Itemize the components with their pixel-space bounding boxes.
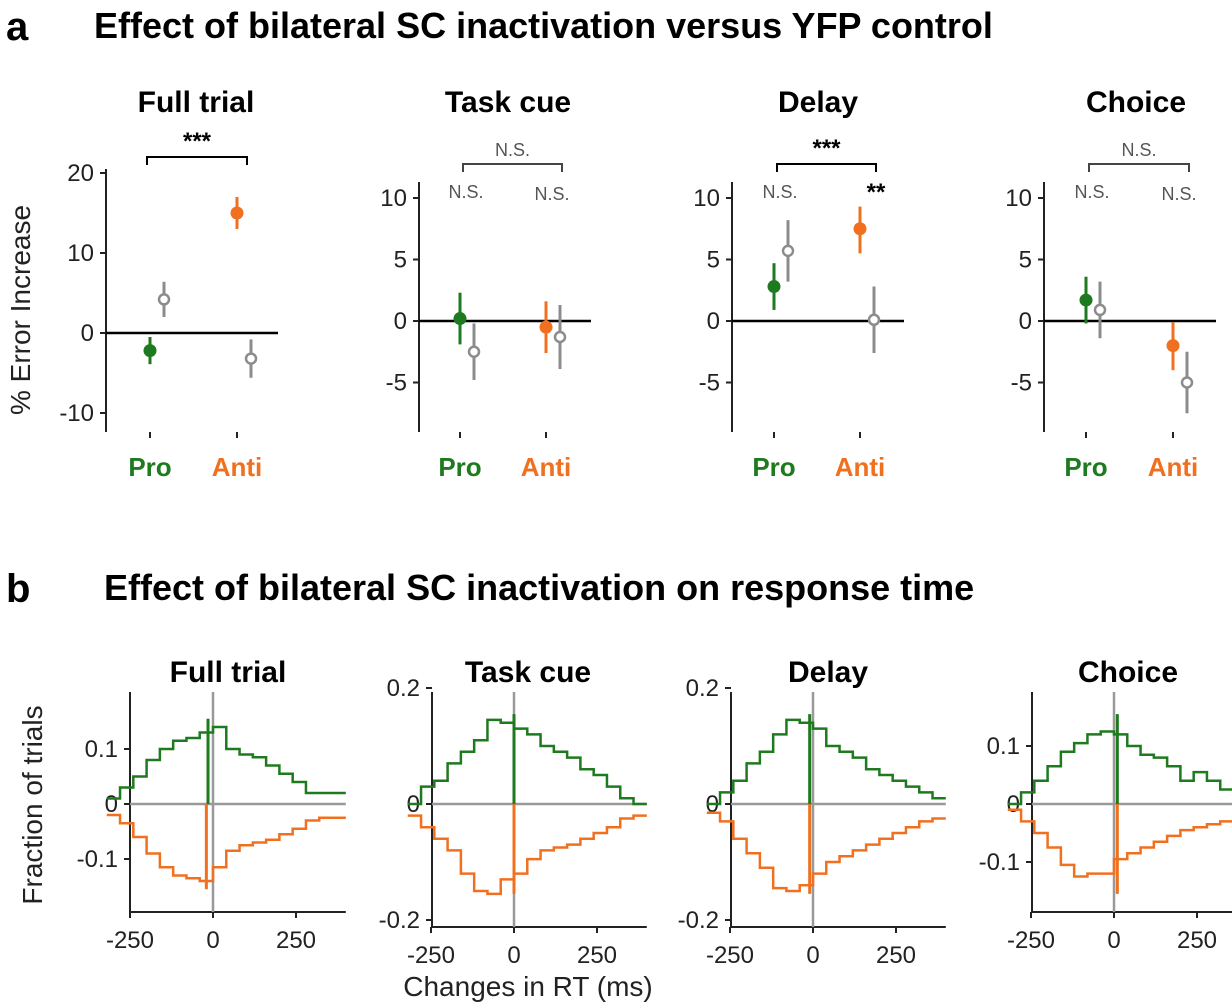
point-control — [1180, 376, 1194, 389]
point-control — [553, 330, 567, 344]
x-tick-label: 0 — [507, 942, 520, 969]
x-tick-label: 0 — [1107, 927, 1120, 954]
x-tick-label: -250 — [407, 942, 455, 969]
panel-b-letter: b — [6, 567, 30, 611]
point-inactivation — [767, 280, 781, 294]
histogram-anti — [1007, 808, 1232, 878]
category-label-pro: Pro — [1064, 452, 1107, 482]
histogram-anti — [106, 813, 346, 883]
significance-label: N.S. — [495, 140, 530, 160]
point-inactivation — [453, 312, 467, 326]
point-inactivation — [1079, 293, 1093, 307]
panels: Full trial 20 10 0 -10 Pro Anti % Error Increas… — [5, 86, 1232, 1002]
hist-title-full-trial: Full trial — [170, 656, 287, 689]
x-tick-label: 250 — [276, 927, 316, 954]
y-tick-label: 0.1 — [85, 736, 118, 763]
y-tick-label: -10 — [59, 400, 94, 427]
y-tick-label: 20 — [67, 160, 94, 187]
histogram-pro — [706, 718, 946, 806]
significance-bracket — [1088, 163, 1190, 172]
significance-label-anti: N.S. — [1161, 184, 1196, 204]
y-tick-label: 0.1 — [987, 733, 1020, 760]
y-tick-label: 5 — [394, 247, 407, 274]
significance-bracket — [146, 156, 248, 165]
chart-title-choice: Choice — [1086, 86, 1186, 119]
category-label-pro: Pro — [438, 452, 481, 482]
point-control — [157, 293, 171, 306]
y-tick-label: 10 — [380, 185, 407, 212]
y-tick-label: 5 — [1019, 247, 1032, 274]
significance-label-pro: N.S. — [1074, 182, 1109, 202]
category-label-anti: Anti — [521, 452, 572, 482]
y-tick-label: -0.2 — [678, 907, 719, 934]
point-inactivation — [539, 320, 553, 334]
x-tick-label: 250 — [577, 942, 617, 969]
y-tick-label: 10 — [693, 185, 720, 212]
histogram-anti — [407, 814, 647, 896]
y-axis-label: % Error Increase — [5, 205, 36, 415]
point-inactivation — [1166, 339, 1180, 353]
hist-title-choice: Choice — [1078, 656, 1178, 689]
x-axis-label: Changes in RT (ms) — [403, 971, 653, 1002]
y-tick-label: 0 — [1019, 308, 1032, 335]
significance-label-pro: N.S. — [762, 182, 797, 202]
x-tick-label: 250 — [876, 942, 916, 969]
significance-label-pro: N.S. — [448, 182, 483, 202]
significance-label-anti: ** — [867, 179, 886, 206]
significance-label: N.S. — [1121, 140, 1156, 160]
significance-label: *** — [183, 128, 212, 155]
point-control — [867, 313, 881, 327]
x-tick-label: -250 — [706, 942, 754, 969]
y-tick-label: 0 — [81, 320, 94, 347]
y-axis-label: Fraction of trials — [17, 705, 48, 904]
significance-label: *** — [812, 135, 841, 162]
significance-bracket — [462, 163, 563, 172]
category-label-pro: Pro — [752, 452, 795, 482]
y-tick-label: -5 — [699, 370, 720, 397]
chart-title-delay: Delay — [778, 86, 858, 119]
category-label-anti: Anti — [212, 452, 263, 482]
chart-title-task-cue: Task cue — [445, 86, 571, 119]
point-inactivation — [853, 222, 867, 236]
x-tick-label: -250 — [106, 927, 154, 954]
hist-title-delay: Delay — [788, 656, 868, 689]
category-label-anti: Anti — [1148, 452, 1199, 482]
point-control — [1093, 303, 1107, 317]
category-label-pro: Pro — [128, 452, 171, 482]
panel-a-title: Effect of bilateral SC inactivation vers… — [94, 5, 993, 46]
point-control — [781, 244, 795, 258]
x-tick-label: 0 — [806, 942, 819, 969]
y-tick-label: -0.2 — [379, 907, 420, 934]
point-control — [244, 352, 258, 365]
point-inactivation — [143, 344, 157, 358]
point-inactivation — [230, 206, 244, 220]
histogram-pro — [407, 718, 647, 806]
x-tick-label: 250 — [1177, 927, 1217, 954]
y-tick-label: 0.2 — [387, 675, 420, 702]
y-tick-label: 0.2 — [686, 675, 719, 702]
panel-b-title: Effect of bilateral SC inactivation on r… — [104, 567, 974, 608]
significance-label-anti: N.S. — [534, 184, 569, 204]
significance-bracket — [776, 163, 877, 172]
y-tick-label: 0 — [394, 308, 407, 335]
y-tick-label: -0.1 — [77, 846, 118, 873]
x-tick-label: 0 — [206, 927, 219, 954]
y-tick-label: -5 — [386, 370, 407, 397]
histogram-pro — [1007, 730, 1232, 806]
histogram-pro — [106, 725, 346, 800]
y-tick-label: 0 — [707, 308, 720, 335]
y-tick-label: 5 — [707, 247, 720, 274]
y-tick-label: 10 — [67, 240, 94, 267]
chart-title-full-trial: Full trial — [138, 86, 255, 119]
panel-a-letter: a — [6, 5, 29, 49]
point-control — [467, 345, 481, 358]
y-tick-label: -0.1 — [979, 849, 1020, 876]
y-tick-label: -5 — [1011, 370, 1032, 397]
category-label-anti: Anti — [835, 452, 886, 482]
x-tick-label: -250 — [1007, 927, 1055, 954]
histogram-anti — [706, 811, 946, 893]
hist-title-task-cue: Task cue — [465, 656, 591, 689]
y-tick-label: 10 — [1005, 185, 1032, 212]
